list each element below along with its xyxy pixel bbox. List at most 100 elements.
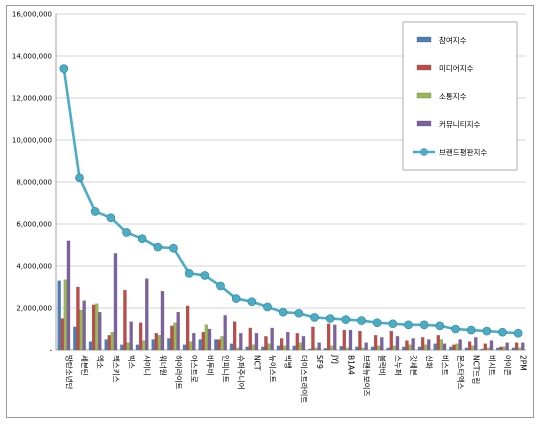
bar-2 xyxy=(217,339,221,351)
x-tick-label: 하이라이트 xyxy=(174,355,184,390)
line-point xyxy=(75,173,84,183)
bar-2 xyxy=(91,304,96,351)
line-point xyxy=(466,325,476,335)
y-tick-label: 4,000,000 xyxy=(16,263,52,271)
bar-1 xyxy=(151,339,155,351)
bar-1 xyxy=(511,347,516,351)
bar-3 xyxy=(204,324,209,351)
bar-1 xyxy=(323,348,328,351)
y-tick-label: 12,000,000 xyxy=(12,95,52,103)
bar-4 xyxy=(505,342,509,351)
bar-series xyxy=(57,240,525,351)
x-tick-label: 블락비 xyxy=(378,355,387,376)
bar-3 xyxy=(361,347,365,351)
bar-3 xyxy=(392,345,397,351)
bar-1 xyxy=(370,346,375,351)
bar-3 xyxy=(518,347,522,351)
line-point xyxy=(419,320,429,330)
line-point xyxy=(325,314,335,323)
x-tick-label: 스누퍼 xyxy=(393,355,402,376)
bar-3 xyxy=(408,344,412,351)
bar-2 xyxy=(483,343,487,351)
bar-1 xyxy=(276,345,281,351)
bar-3 xyxy=(377,345,381,351)
bar-2 xyxy=(358,331,362,351)
bar-2 xyxy=(311,326,315,351)
line-point xyxy=(122,228,131,237)
bar-4 xyxy=(176,312,180,351)
x-tick-label: 엑소 xyxy=(96,355,106,369)
bar-3 xyxy=(330,345,334,351)
line-point xyxy=(310,313,319,322)
bar-2 xyxy=(232,321,237,351)
bar-1 xyxy=(355,346,359,351)
x-tick-label: 인피니트 xyxy=(221,355,231,383)
line-point xyxy=(513,328,523,338)
bar-4 xyxy=(380,337,384,351)
y-tick-label: 8,000,000 xyxy=(16,179,52,187)
bar-2 xyxy=(420,337,425,351)
x-tick-label: 2PM xyxy=(519,355,528,371)
bar-4 xyxy=(239,333,243,351)
bar-2 xyxy=(60,318,64,351)
x-tick-label: 워너원 xyxy=(158,355,168,376)
x-tick-label: 슈퍼주니어 xyxy=(237,355,247,390)
y-tick-label: 10,000,000 xyxy=(12,137,52,145)
bar-1 xyxy=(480,348,484,351)
bar-2 xyxy=(295,333,299,351)
bar-4 xyxy=(66,240,71,351)
bar-2 xyxy=(185,305,190,351)
x-tick-label: 세븐틴 xyxy=(80,355,90,376)
bar-1 xyxy=(88,341,93,351)
bar-4 xyxy=(411,338,415,351)
x-tick-label: 비투비 xyxy=(205,355,214,376)
y-tick-label: 14,000,000 xyxy=(12,53,52,61)
bar-1 xyxy=(386,347,390,351)
bar-4 xyxy=(348,329,353,351)
bar-1 xyxy=(57,280,61,351)
bar-1 xyxy=(229,343,234,351)
line-point xyxy=(278,307,288,317)
bar-3 xyxy=(471,345,475,351)
y-tick-label: 16,000,000 xyxy=(12,11,52,19)
x-tick-label: 젝스키스 xyxy=(111,355,121,383)
bar-3 xyxy=(110,332,115,351)
bar-4 xyxy=(207,328,212,351)
x-tick-label: 갓세븐 xyxy=(409,355,419,376)
bar-3 xyxy=(157,335,162,351)
legend-swatch xyxy=(416,64,432,71)
line-point xyxy=(90,207,100,216)
x-tick-label: 더이스트라이트 xyxy=(299,355,309,403)
bar-4 xyxy=(254,333,259,351)
line-point xyxy=(388,319,398,329)
bar-3 xyxy=(439,339,444,351)
line-series xyxy=(59,64,523,338)
bar-1 xyxy=(104,339,108,351)
legend-swatch xyxy=(416,92,432,99)
bar-2 xyxy=(405,340,409,351)
x-tick-label: 빅스 xyxy=(127,355,136,369)
line-point xyxy=(357,316,366,325)
line-point xyxy=(498,327,507,337)
bar-1 xyxy=(433,343,437,351)
x-tick-label: 신화 xyxy=(425,355,434,369)
bar-4 xyxy=(145,278,149,351)
bar-4 xyxy=(82,300,86,351)
x-tick-label: JYJ xyxy=(331,354,340,364)
bar-4 xyxy=(192,333,196,351)
bar-4 xyxy=(113,253,118,351)
line-point xyxy=(372,318,382,328)
bar-4 xyxy=(98,312,102,351)
x-tick-label: 샤이니 xyxy=(143,355,153,376)
bar-4 xyxy=(223,315,227,351)
bar-2 xyxy=(123,290,127,351)
bar-3 xyxy=(220,336,224,351)
bar-1 xyxy=(402,346,406,351)
x-tick-label: 방탄소년단 xyxy=(64,355,74,390)
bar-2 xyxy=(389,331,393,351)
legend-label: 브랜드평판지수 xyxy=(439,147,487,157)
bar-2 xyxy=(264,336,268,351)
